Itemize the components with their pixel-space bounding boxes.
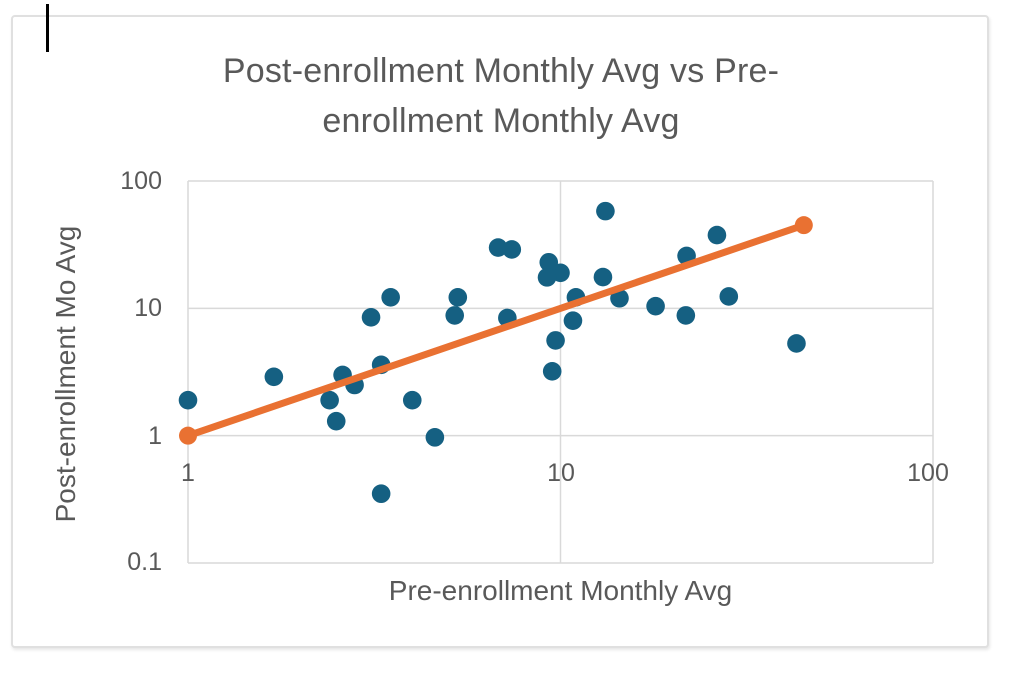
y-tick-label: 100 bbox=[120, 167, 162, 195]
trend-line bbox=[179, 216, 813, 445]
y-tick-label: 10 bbox=[134, 294, 162, 322]
x-tick-label: 1 bbox=[181, 459, 195, 487]
gridlines bbox=[187, 180, 934, 564]
y-tick-label: 1 bbox=[148, 422, 162, 450]
x-tick-label: 100 bbox=[907, 459, 949, 487]
y-axis-title: Post-enrollment Mo Avg bbox=[50, 225, 81, 523]
x-tick-label: 10 bbox=[547, 459, 575, 487]
text-cursor bbox=[46, 4, 49, 52]
chart-title: Post-enrollment Monthly Avg vs Pre- enro… bbox=[11, 46, 991, 146]
chart-title-line-1: Post-enrollment Monthly Avg vs Pre- bbox=[222, 52, 780, 90]
x-axis-title: Pre-enrollment Monthly Avg bbox=[388, 575, 733, 606]
scatter-points bbox=[178, 201, 806, 504]
chart-title-line-2: enrollment Monthly Avg bbox=[322, 102, 680, 140]
y-tick-label: 0.1 bbox=[127, 548, 162, 576]
